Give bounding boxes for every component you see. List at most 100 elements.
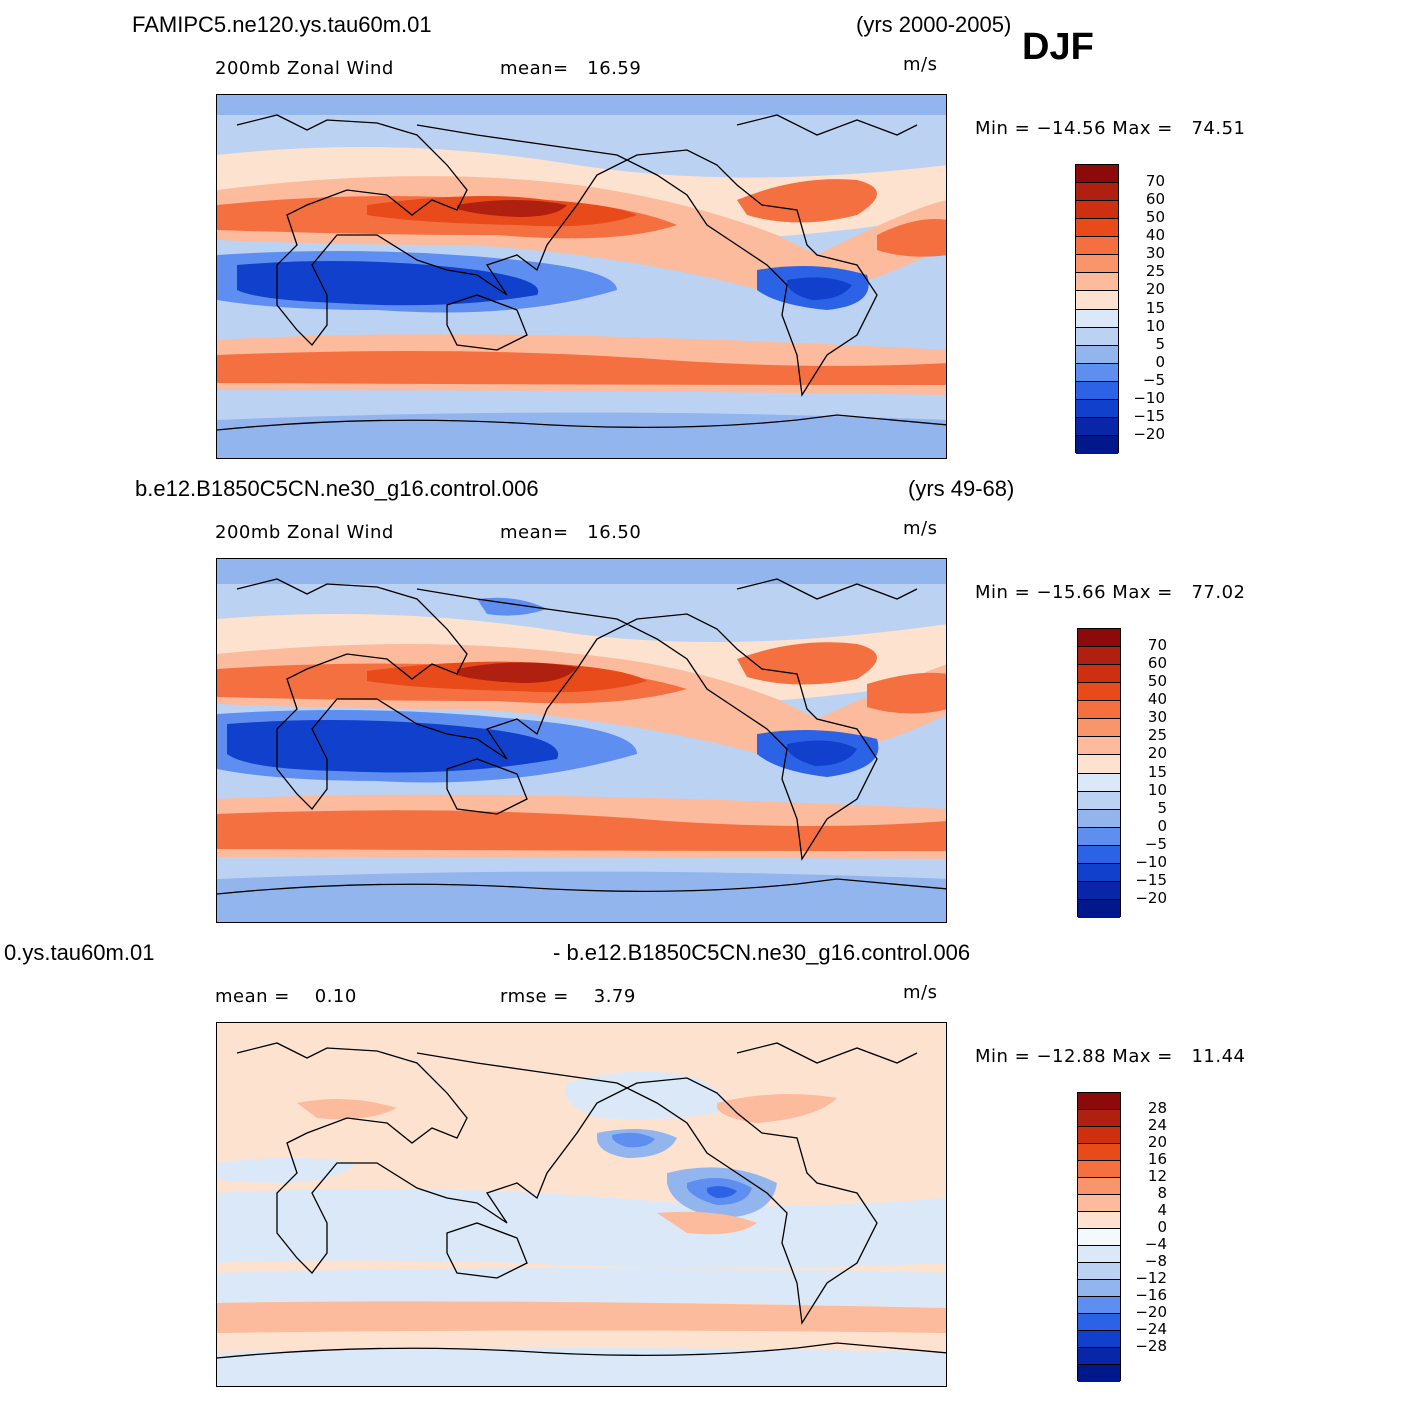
units-label: m/s bbox=[903, 54, 938, 75]
legend-swatch bbox=[1078, 1212, 1120, 1229]
legend-swatch bbox=[1078, 629, 1120, 648]
legend-swatch bbox=[1076, 291, 1118, 310]
legend-swatch bbox=[1078, 1093, 1120, 1110]
legend-swatch bbox=[1076, 273, 1118, 292]
legend-level-label: −24 bbox=[1135, 1320, 1167, 1338]
years-label: (yrs 2000-2005) bbox=[856, 12, 1012, 37]
legend-swatch bbox=[1076, 309, 1118, 328]
legend-level-label: 10 bbox=[1147, 780, 1167, 799]
map-plot bbox=[216, 94, 947, 459]
units-label: m/s bbox=[903, 982, 938, 1003]
legend-level-label: −20 bbox=[1133, 424, 1165, 443]
legend-swatch bbox=[1078, 1246, 1120, 1263]
legend-level-label: −20 bbox=[1135, 1303, 1167, 1321]
legend-level-label: −5 bbox=[1144, 834, 1167, 853]
legend-swatch bbox=[1078, 845, 1120, 864]
legend-level-label: 60 bbox=[1145, 190, 1165, 209]
legend-level-label: −10 bbox=[1135, 852, 1167, 871]
zonal-wind-contour-map bbox=[217, 95, 946, 458]
legend-level-label: 15 bbox=[1145, 298, 1165, 317]
minmax-label: Min = −15.66 Max = 77.02 bbox=[975, 582, 1246, 603]
legend-level-label: 40 bbox=[1145, 226, 1165, 245]
legend-level-label: −28 bbox=[1135, 1337, 1167, 1355]
legend-level-label: 20 bbox=[1147, 744, 1167, 763]
legend-level-label: 70 bbox=[1145, 172, 1165, 191]
legend-swatch bbox=[1078, 1263, 1120, 1280]
legend-swatch bbox=[1076, 363, 1118, 382]
legend-swatch bbox=[1076, 399, 1118, 418]
legend-level-label: 25 bbox=[1145, 262, 1165, 281]
rmse-label: rmse = 3.79 bbox=[500, 986, 636, 1007]
legend-level-label: 5 bbox=[1155, 334, 1165, 353]
legend-level-label: 70 bbox=[1147, 636, 1167, 655]
legend-level-label: −15 bbox=[1133, 406, 1165, 425]
legend-level-label: −10 bbox=[1133, 388, 1165, 407]
legend-swatch bbox=[1078, 665, 1120, 684]
legend-swatch bbox=[1076, 255, 1118, 274]
legend-swatch bbox=[1078, 1297, 1120, 1314]
legend-swatch bbox=[1078, 791, 1120, 810]
legend-level-label: 28 bbox=[1147, 1099, 1167, 1117]
difference-contour-map bbox=[217, 1023, 946, 1386]
legend-swatch bbox=[1078, 1365, 1120, 1382]
units-label: m/s bbox=[903, 518, 938, 539]
years-label: - b.e12.B1850C5CN.ne30_g16.control.006 bbox=[553, 940, 971, 965]
legend-swatch bbox=[1078, 1195, 1120, 1212]
legend-swatch bbox=[1076, 417, 1118, 436]
legend-swatch bbox=[1076, 219, 1118, 238]
legend-level-label: 16 bbox=[1147, 1150, 1167, 1168]
legend-level-label: −15 bbox=[1135, 870, 1167, 889]
color-legend-bar bbox=[1077, 628, 1121, 918]
legend-level-label: 50 bbox=[1147, 672, 1167, 691]
legend-swatch bbox=[1078, 1348, 1120, 1365]
legend-swatch bbox=[1078, 1161, 1120, 1178]
legend-swatch bbox=[1076, 237, 1118, 256]
legend-swatch bbox=[1078, 899, 1120, 918]
legend-swatch bbox=[1076, 381, 1118, 400]
map-plot bbox=[216, 1022, 947, 1387]
legend-level-label: −16 bbox=[1135, 1286, 1167, 1304]
legend-swatch bbox=[1076, 165, 1118, 184]
legend-level-label: 12 bbox=[1147, 1167, 1167, 1185]
variable-label: 200mb Zonal Wind bbox=[215, 58, 394, 79]
legend-swatch bbox=[1078, 863, 1120, 882]
legend-swatch bbox=[1078, 737, 1120, 756]
legend-swatch bbox=[1076, 345, 1118, 364]
legend-level-label: 0 bbox=[1155, 352, 1165, 371]
legend-level-label: 20 bbox=[1145, 280, 1165, 299]
legend-swatch bbox=[1078, 1110, 1120, 1127]
case-title: 0.ys.tau60m.01 bbox=[4, 940, 155, 965]
legend-swatch bbox=[1076, 435, 1118, 454]
season-label: DJF bbox=[1022, 26, 1094, 68]
color-legend-bar bbox=[1077, 1092, 1121, 1382]
legend-swatch bbox=[1078, 1331, 1120, 1348]
legend-swatch bbox=[1078, 755, 1120, 774]
legend-level-label: −4 bbox=[1144, 1235, 1167, 1253]
legend-level-label: 5 bbox=[1157, 798, 1167, 817]
legend-swatch bbox=[1078, 1144, 1120, 1161]
legend-level-label: −12 bbox=[1135, 1269, 1167, 1287]
legend-level-label: 24 bbox=[1147, 1116, 1167, 1134]
legend-level-label: 50 bbox=[1145, 208, 1165, 227]
minmax-label: Min = −12.88 Max = 11.44 bbox=[975, 1046, 1246, 1067]
map-plot bbox=[216, 558, 947, 923]
legend-swatch bbox=[1078, 1178, 1120, 1195]
legend-level-label: −8 bbox=[1144, 1252, 1167, 1270]
legend-swatch bbox=[1078, 647, 1120, 666]
legend-level-label: 20 bbox=[1147, 1133, 1167, 1151]
mean-label: mean= 16.59 bbox=[500, 58, 642, 79]
legend-swatch bbox=[1076, 201, 1118, 220]
legend-level-label: −20 bbox=[1135, 888, 1167, 907]
legend-swatch bbox=[1078, 1127, 1120, 1144]
legend-swatch bbox=[1078, 827, 1120, 846]
legend-swatch bbox=[1078, 683, 1120, 702]
mean-label: mean= 16.50 bbox=[500, 522, 642, 543]
case-title: b.e12.B1850C5CN.ne30_g16.control.006 bbox=[135, 476, 539, 501]
zonal-wind-contour-map bbox=[217, 559, 946, 922]
legend-level-label: 60 bbox=[1147, 654, 1167, 673]
years-label: (yrs 49-68) bbox=[908, 476, 1015, 501]
legend-level-label: 0 bbox=[1157, 816, 1167, 835]
legend-level-label: 25 bbox=[1147, 726, 1167, 745]
legend-level-label: 10 bbox=[1145, 316, 1165, 335]
legend-swatch bbox=[1078, 773, 1120, 792]
